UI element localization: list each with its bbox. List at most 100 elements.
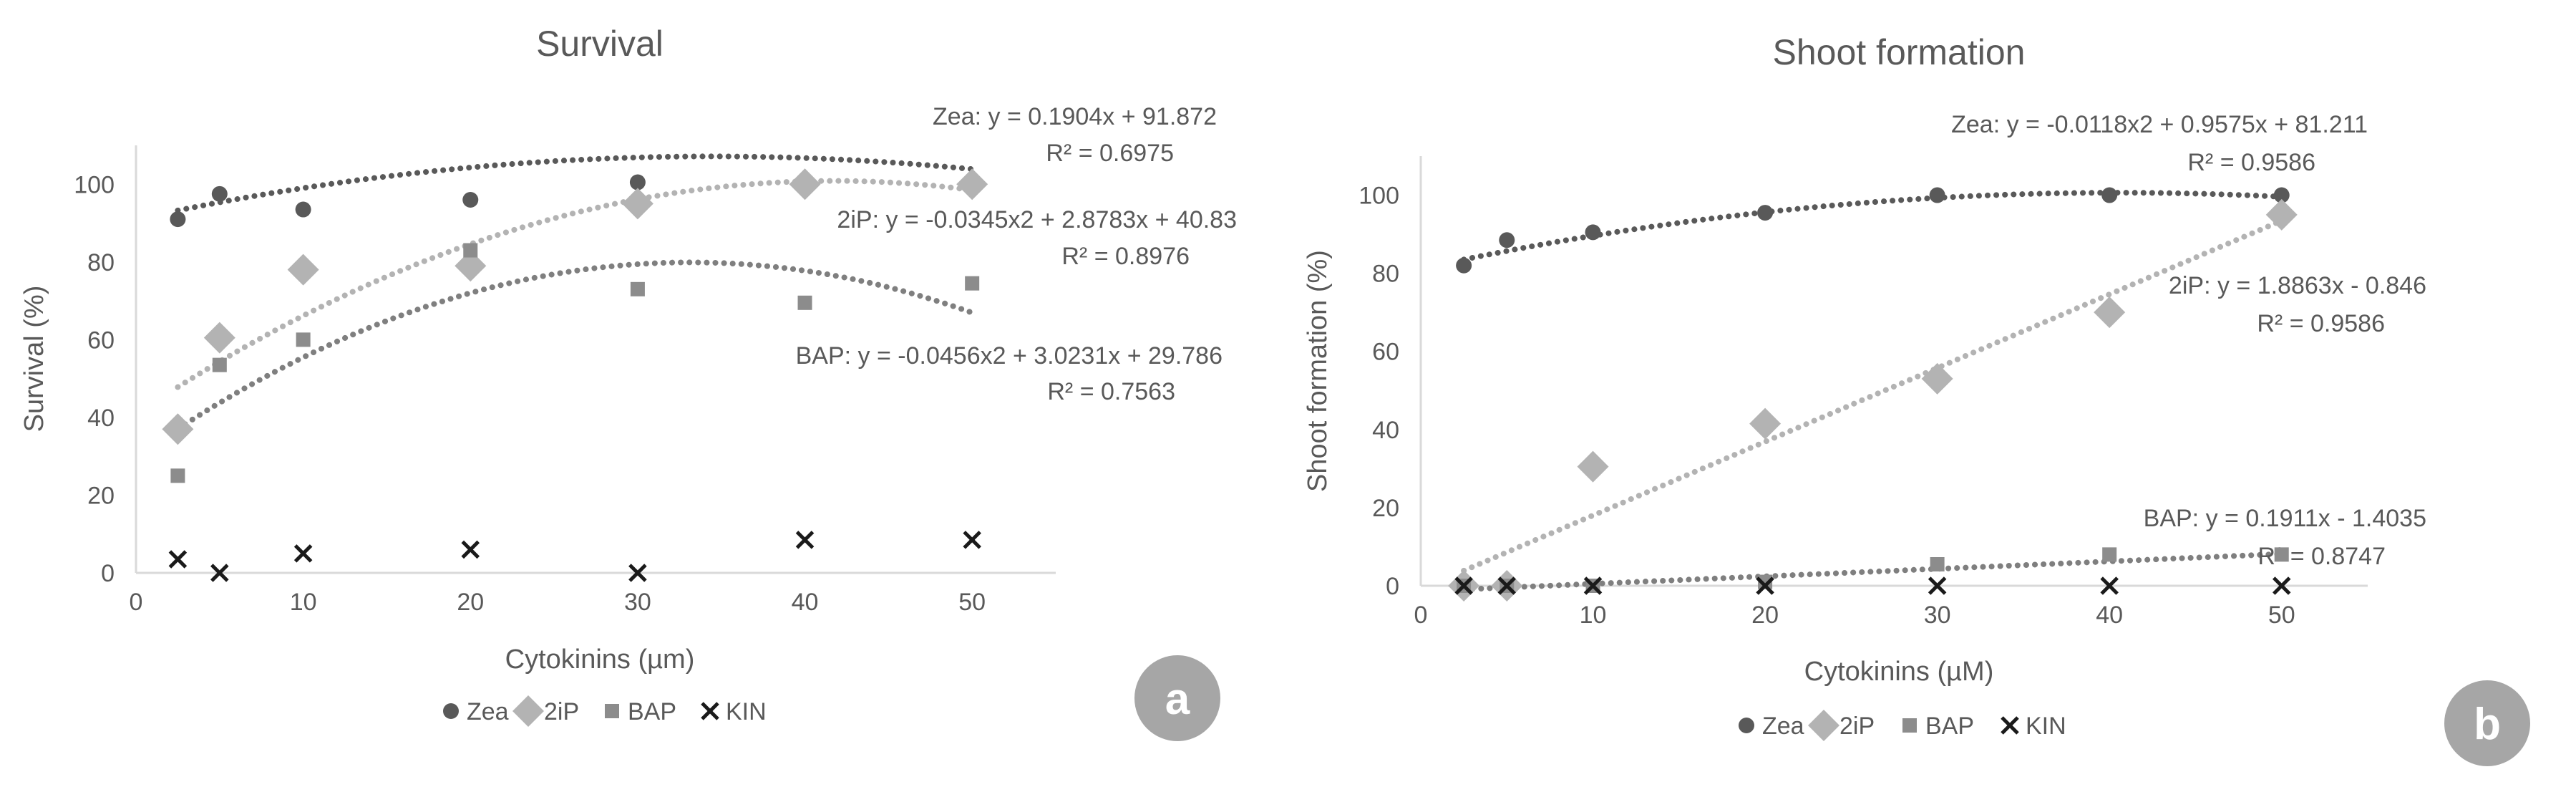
legend-label-2ip: 2iP [544, 698, 579, 725]
data-point-zea [2273, 187, 2290, 203]
y-tick-label: 60 [1372, 339, 1399, 366]
data-point-zea [1456, 257, 1472, 274]
x-tick-label: 30 [624, 589, 651, 616]
y-tick-label: 0 [101, 560, 115, 587]
y-axis-label: Survival (%) [19, 286, 49, 433]
data-point-zea [1499, 232, 1515, 248]
data-point-2ip [203, 322, 235, 354]
legend-marker-2ip [1808, 710, 1839, 741]
data-point-bap [2274, 547, 2289, 562]
data-point-2ip [621, 188, 653, 220]
panel-label-badge: a [1134, 655, 1220, 741]
legend-label-bap: BAP [628, 698, 676, 725]
legend-label-2ip: 2iP [1839, 713, 1875, 740]
data-point-kin [168, 550, 188, 569]
x-tick-label: 40 [2096, 602, 2123, 629]
y-axis-label: Shoot formation (%) [1303, 250, 1333, 492]
legend-label-zea: Zea [467, 698, 509, 725]
legend-marker-kin [701, 702, 719, 720]
trendline-equation-bap: BAP: y = -0.0456x2 + 3.0231x + 29.786 [796, 342, 1223, 370]
x-tick-label: 50 [958, 589, 986, 616]
data-point-2ip [1577, 450, 1609, 483]
data-point-zea [462, 191, 479, 208]
chart-title: Shoot formation [1773, 32, 2026, 72]
data-point-2ip [287, 254, 319, 286]
data-point-zea [1757, 205, 1774, 221]
x-tick-label: 0 [1414, 602, 1428, 629]
chart-panel-b: Shoot formation 0 20 40 60 80 100 0 10 20 30 40 50 Cy… [1303, 32, 2530, 766]
data-point-bap [797, 295, 812, 310]
panel-label-badge: b [2444, 680, 2530, 766]
trendline-equation-2ip: 2iP: y = 1.8863x - 0.846 [2169, 272, 2426, 299]
data-point-bap [212, 357, 227, 372]
data-point-zea [2101, 187, 2118, 203]
x-tick-label: 20 [1751, 602, 1779, 629]
trendline-equation-zea: Zea: y = 0.1904x + 91.872 [933, 103, 1217, 130]
data-point-kin [1756, 576, 1774, 595]
data-point-2ip [2265, 198, 2298, 231]
y-tick-label: 40 [1372, 417, 1399, 444]
panel-badge-circle [1134, 655, 1220, 741]
x-tick-label: 20 [457, 589, 484, 616]
data-point-kin [963, 531, 981, 549]
y-tick-label: 20 [87, 482, 115, 509]
trendline-r2-zea: R² = 0.6975 [1046, 140, 1174, 167]
trendline-bap [1461, 551, 2285, 592]
data-point-bap [463, 243, 478, 258]
legend-label-bap: BAP [1925, 713, 1974, 740]
data-point-bap [965, 276, 980, 291]
data-point-zea [211, 185, 228, 202]
x-tick-label: 30 [1924, 602, 1951, 629]
data-point-2ip [162, 413, 194, 445]
trendline-equation-2ip: 2iP: y = -0.0345x2 + 2.8783x + 40.83 [837, 206, 1237, 233]
y-tick-label: 80 [87, 249, 115, 276]
data-point-2ip [1921, 362, 1953, 395]
data-point-zea [170, 211, 186, 228]
data-point-kin [293, 544, 313, 563]
legend-marker-kin [2001, 716, 2019, 735]
legend-marker-zea [443, 703, 459, 719]
data-point-2ip [2094, 296, 2126, 329]
chart-title: Survival [536, 24, 664, 64]
data-point-kin [2272, 576, 2291, 595]
y-tick-label: 60 [87, 327, 115, 354]
data-point-kin [461, 540, 480, 559]
y-tick-label: 80 [1372, 261, 1399, 288]
trendline-zea [1461, 190, 2285, 263]
data-point-kin [795, 531, 815, 549]
trendline-bap [175, 259, 976, 432]
x-tick-label: 10 [290, 589, 317, 616]
data-point-kin [210, 564, 229, 582]
x-axis-label: Cytokinins (µm) [505, 644, 695, 675]
y-tick-label: 0 [1386, 573, 1399, 600]
y-tick-label: 20 [1372, 495, 1399, 522]
data-point-zea [295, 201, 311, 218]
panel-badge-circle [2444, 680, 2530, 766]
trendline-equation-bap: BAP: y = 0.1911x - 1.4035 [2144, 505, 2426, 532]
data-point-kin [628, 564, 647, 582]
trendline-r2-2ip: R² = 0.9586 [2257, 310, 2385, 337]
x-tick-label: 40 [792, 589, 819, 616]
data-point-bap [1758, 574, 1773, 589]
legend-label-kin: KIN [726, 698, 767, 725]
data-point-zea [629, 174, 646, 190]
data-point-zea [1585, 224, 1601, 241]
data-point-zea [1929, 187, 1945, 203]
trendline-r2-bap: R² = 0.7563 [1047, 378, 1175, 405]
chart-panel-a: Survival 0 20 40 60 80 100 0 10 20 30 40 50 Cytokinin… [19, 24, 1237, 741]
trendline-2ip [1461, 218, 2285, 574]
data-point-bap [1930, 557, 1945, 571]
trendline-2ip [175, 178, 976, 390]
data-point-kin [2100, 576, 2119, 595]
data-point-2ip [1749, 407, 1782, 440]
data-point-bap [296, 332, 311, 347]
x-tick-label: 50 [2268, 602, 2295, 629]
x-axis-label: Cytokinins (µM) [1804, 657, 1994, 687]
data-point-kin [1497, 576, 1517, 595]
data-point-kin [1583, 576, 1603, 595]
x-tick-label: 10 [1580, 602, 1607, 629]
data-point-kin [1454, 576, 1473, 595]
legend-marker-2ip [512, 695, 544, 727]
y-tick-label: 40 [87, 405, 115, 432]
